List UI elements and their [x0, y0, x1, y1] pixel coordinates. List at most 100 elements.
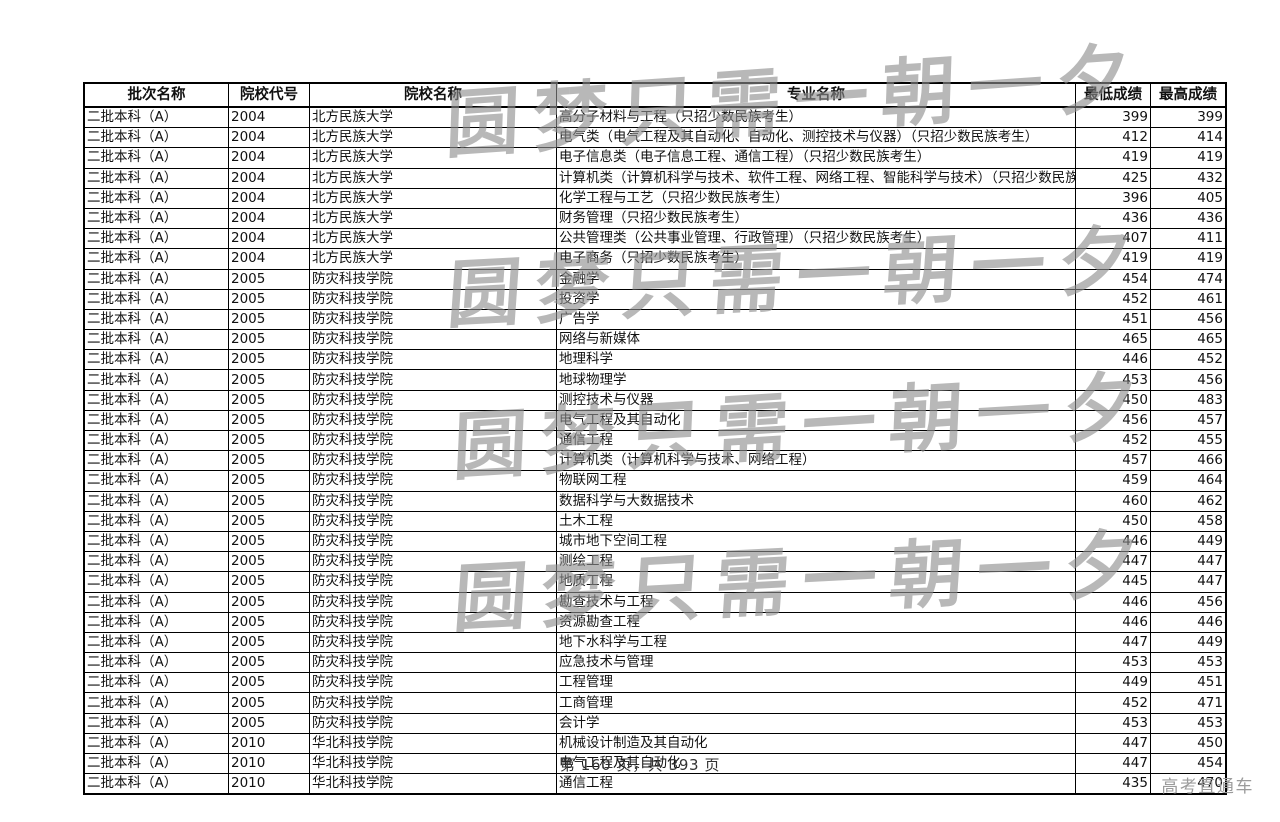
cell-code: 2005 — [228, 571, 310, 593]
cell-max-score: 449 — [1150, 530, 1227, 553]
cell-batch: 二批本科（A） — [83, 591, 229, 613]
cell-min-score: 452 — [1075, 288, 1151, 310]
cell-school: 防灾科技学院 — [309, 268, 557, 290]
cell-batch: 二批本科（A） — [83, 510, 229, 532]
cell-school: 防灾科技学院 — [309, 510, 557, 532]
cell-max-score: 414 — [1150, 127, 1227, 149]
cell-major: 广告学 — [556, 308, 1076, 331]
cell-max-score: 411 — [1150, 228, 1227, 250]
cell-min-score: 399 — [1075, 106, 1151, 129]
cell-code: 2010 — [228, 773, 310, 796]
column-header-school: 院校名称 — [309, 82, 557, 108]
cell-batch: 二批本科（A） — [83, 551, 229, 573]
cell-min-score: 450 — [1075, 510, 1151, 532]
cell-school: 防灾科技学院 — [309, 308, 557, 331]
admission-score-table: 批次名称 院校代号 院校名称 专业名称 最低成绩 最高成绩 二批本科（A） 200… — [83, 82, 1227, 796]
table-row: 二批本科（A） 2004 北方民族大学 化学工程与工艺（只招少数民族考生） 396 405 — [83, 187, 1227, 209]
cell-min-score: 446 — [1075, 591, 1151, 613]
cell-major: 测绘工程 — [556, 551, 1076, 573]
cell-batch: 二批本科（A） — [83, 611, 229, 633]
table-row: 二批本科（A） 2005 防灾科技学院 金融学 454 474 — [83, 268, 1227, 290]
cell-school: 北方民族大学 — [309, 207, 557, 230]
cell-major: 地质工程 — [556, 571, 1076, 593]
cell-min-score: 452 — [1075, 692, 1151, 714]
table-row: 二批本科（A） 2004 北方民族大学 财务管理（只招少数民族考生） 436 436 — [83, 207, 1227, 230]
cell-code: 2004 — [228, 127, 310, 149]
header-row: 批次名称 院校代号 院校名称 专业名称 最低成绩 最高成绩 — [83, 82, 1227, 108]
cell-min-score: 412 — [1075, 127, 1151, 149]
cell-code: 2010 — [228, 732, 310, 755]
cell-batch: 二批本科（A） — [83, 752, 229, 775]
cell-school: 防灾科技学院 — [309, 672, 557, 694]
table-row: 二批本科（A） 2005 防灾科技学院 会计学 453 453 — [83, 712, 1227, 734]
cell-major: 测控技术与仪器 — [556, 389, 1076, 411]
cell-min-score: 465 — [1075, 329, 1151, 351]
table-row: 二批本科（A） 2005 防灾科技学院 资源勘查工程 446 446 — [83, 611, 1227, 633]
cell-batch: 二批本科（A） — [83, 692, 229, 714]
cell-max-score: 462 — [1150, 490, 1227, 512]
cell-code: 2005 — [228, 672, 310, 694]
cell-major: 计算机类（计算机科学与技术、网络工程） — [556, 450, 1076, 472]
table-row: 二批本科（A） 2010 华北科技学院 机械设计制造及其自动化 447 450 — [83, 732, 1227, 755]
cell-batch: 二批本科（A） — [83, 732, 229, 755]
cell-major: 数据科学与大数据技术 — [556, 490, 1076, 512]
cell-code: 2005 — [228, 551, 310, 573]
cell-major: 金融学 — [556, 268, 1076, 290]
table-row: 二批本科（A） 2005 防灾科技学院 地下水科学与工程 447 449 — [83, 631, 1227, 654]
page-pagination: 第 160 页，共 393 页 — [559, 756, 721, 774]
cell-code: 2005 — [228, 611, 310, 633]
cell-code: 2005 — [228, 631, 310, 654]
table-row: 二批本科（A） 2005 防灾科技学院 测控技术与仪器 450 483 — [83, 389, 1227, 411]
cell-min-score: 452 — [1075, 429, 1151, 452]
cell-max-score: 483 — [1150, 389, 1227, 411]
cell-batch: 二批本科（A） — [83, 429, 229, 452]
cell-min-score: 396 — [1075, 187, 1151, 209]
cell-min-score: 453 — [1075, 369, 1151, 391]
cell-code: 2005 — [228, 530, 310, 553]
cell-batch: 二批本科（A） — [83, 409, 229, 432]
table-row: 二批本科（A） 2004 北方民族大学 高分子材料与工程（只招少数民族考生） 399 39… — [83, 106, 1227, 129]
cell-major: 通信工程 — [556, 773, 1076, 796]
cell-major: 工程管理 — [556, 672, 1076, 694]
cell-min-score: 460 — [1075, 490, 1151, 512]
cell-major: 网络与新媒体 — [556, 329, 1076, 351]
cell-min-score: 453 — [1075, 712, 1151, 734]
cell-max-score: 466 — [1150, 450, 1227, 472]
table-row: 二批本科（A） 2005 防灾科技学院 网络与新媒体 465 465 — [83, 329, 1227, 351]
cell-school: 华北科技学院 — [309, 752, 557, 775]
cell-school: 北方民族大学 — [309, 167, 557, 189]
cell-code: 2005 — [228, 712, 310, 734]
cell-batch: 二批本科（A） — [83, 268, 229, 290]
cell-min-score: 435 — [1075, 773, 1151, 796]
cell-min-score: 447 — [1075, 732, 1151, 755]
cell-min-score: 454 — [1075, 268, 1151, 290]
table-row: 二批本科（A） 2004 北方民族大学 公共管理类（公共事业管理、行政管理）（只招少数… — [83, 228, 1227, 250]
table-row: 二批本科（A） 2005 防灾科技学院 测绘工程 447 447 — [83, 551, 1227, 573]
cell-batch: 二批本科（A） — [83, 450, 229, 472]
cell-school: 防灾科技学院 — [309, 429, 557, 452]
cell-code: 2005 — [228, 429, 310, 452]
cell-code: 2005 — [228, 470, 310, 492]
table-row: 二批本科（A） 2005 防灾科技学院 数据科学与大数据技术 460 462 — [83, 490, 1227, 512]
score-grid: 批次名称 院校代号 院校名称 专业名称 最低成绩 最高成绩 二批本科（A） 200… — [83, 82, 1227, 796]
cell-school: 防灾科技学院 — [309, 450, 557, 472]
cell-min-score: 445 — [1075, 571, 1151, 593]
table-row: 二批本科（A） 2005 防灾科技学院 计算机类（计算机科学与技术、网络工程） 457 4… — [83, 450, 1227, 472]
cell-school: 防灾科技学院 — [309, 551, 557, 573]
cell-max-score: 456 — [1150, 369, 1227, 391]
cell-code: 2005 — [228, 409, 310, 432]
cell-major: 高分子材料与工程（只招少数民族考生） — [556, 106, 1076, 129]
cell-major: 工商管理 — [556, 692, 1076, 714]
cell-school: 防灾科技学院 — [309, 611, 557, 633]
cell-school: 北方民族大学 — [309, 106, 557, 129]
table-row: 二批本科（A） 2004 北方民族大学 电子信息类（电子信息工程、通信工程）（只招少数… — [83, 147, 1227, 169]
cell-max-score: 457 — [1150, 409, 1227, 432]
cell-code: 2005 — [228, 692, 310, 714]
column-header-batch: 批次名称 — [83, 82, 229, 108]
cell-max-score: 464 — [1150, 470, 1227, 492]
table-row: 二批本科（A） 2005 防灾科技学院 应急技术与管理 453 453 — [83, 652, 1227, 674]
table-row: 二批本科（A） 2005 防灾科技学院 地球物理学 453 456 — [83, 369, 1227, 391]
cell-min-score: 446 — [1075, 349, 1151, 371]
cell-min-score: 419 — [1075, 248, 1151, 270]
table-row: 二批本科（A） 2005 防灾科技学院 工商管理 452 471 — [83, 692, 1227, 714]
